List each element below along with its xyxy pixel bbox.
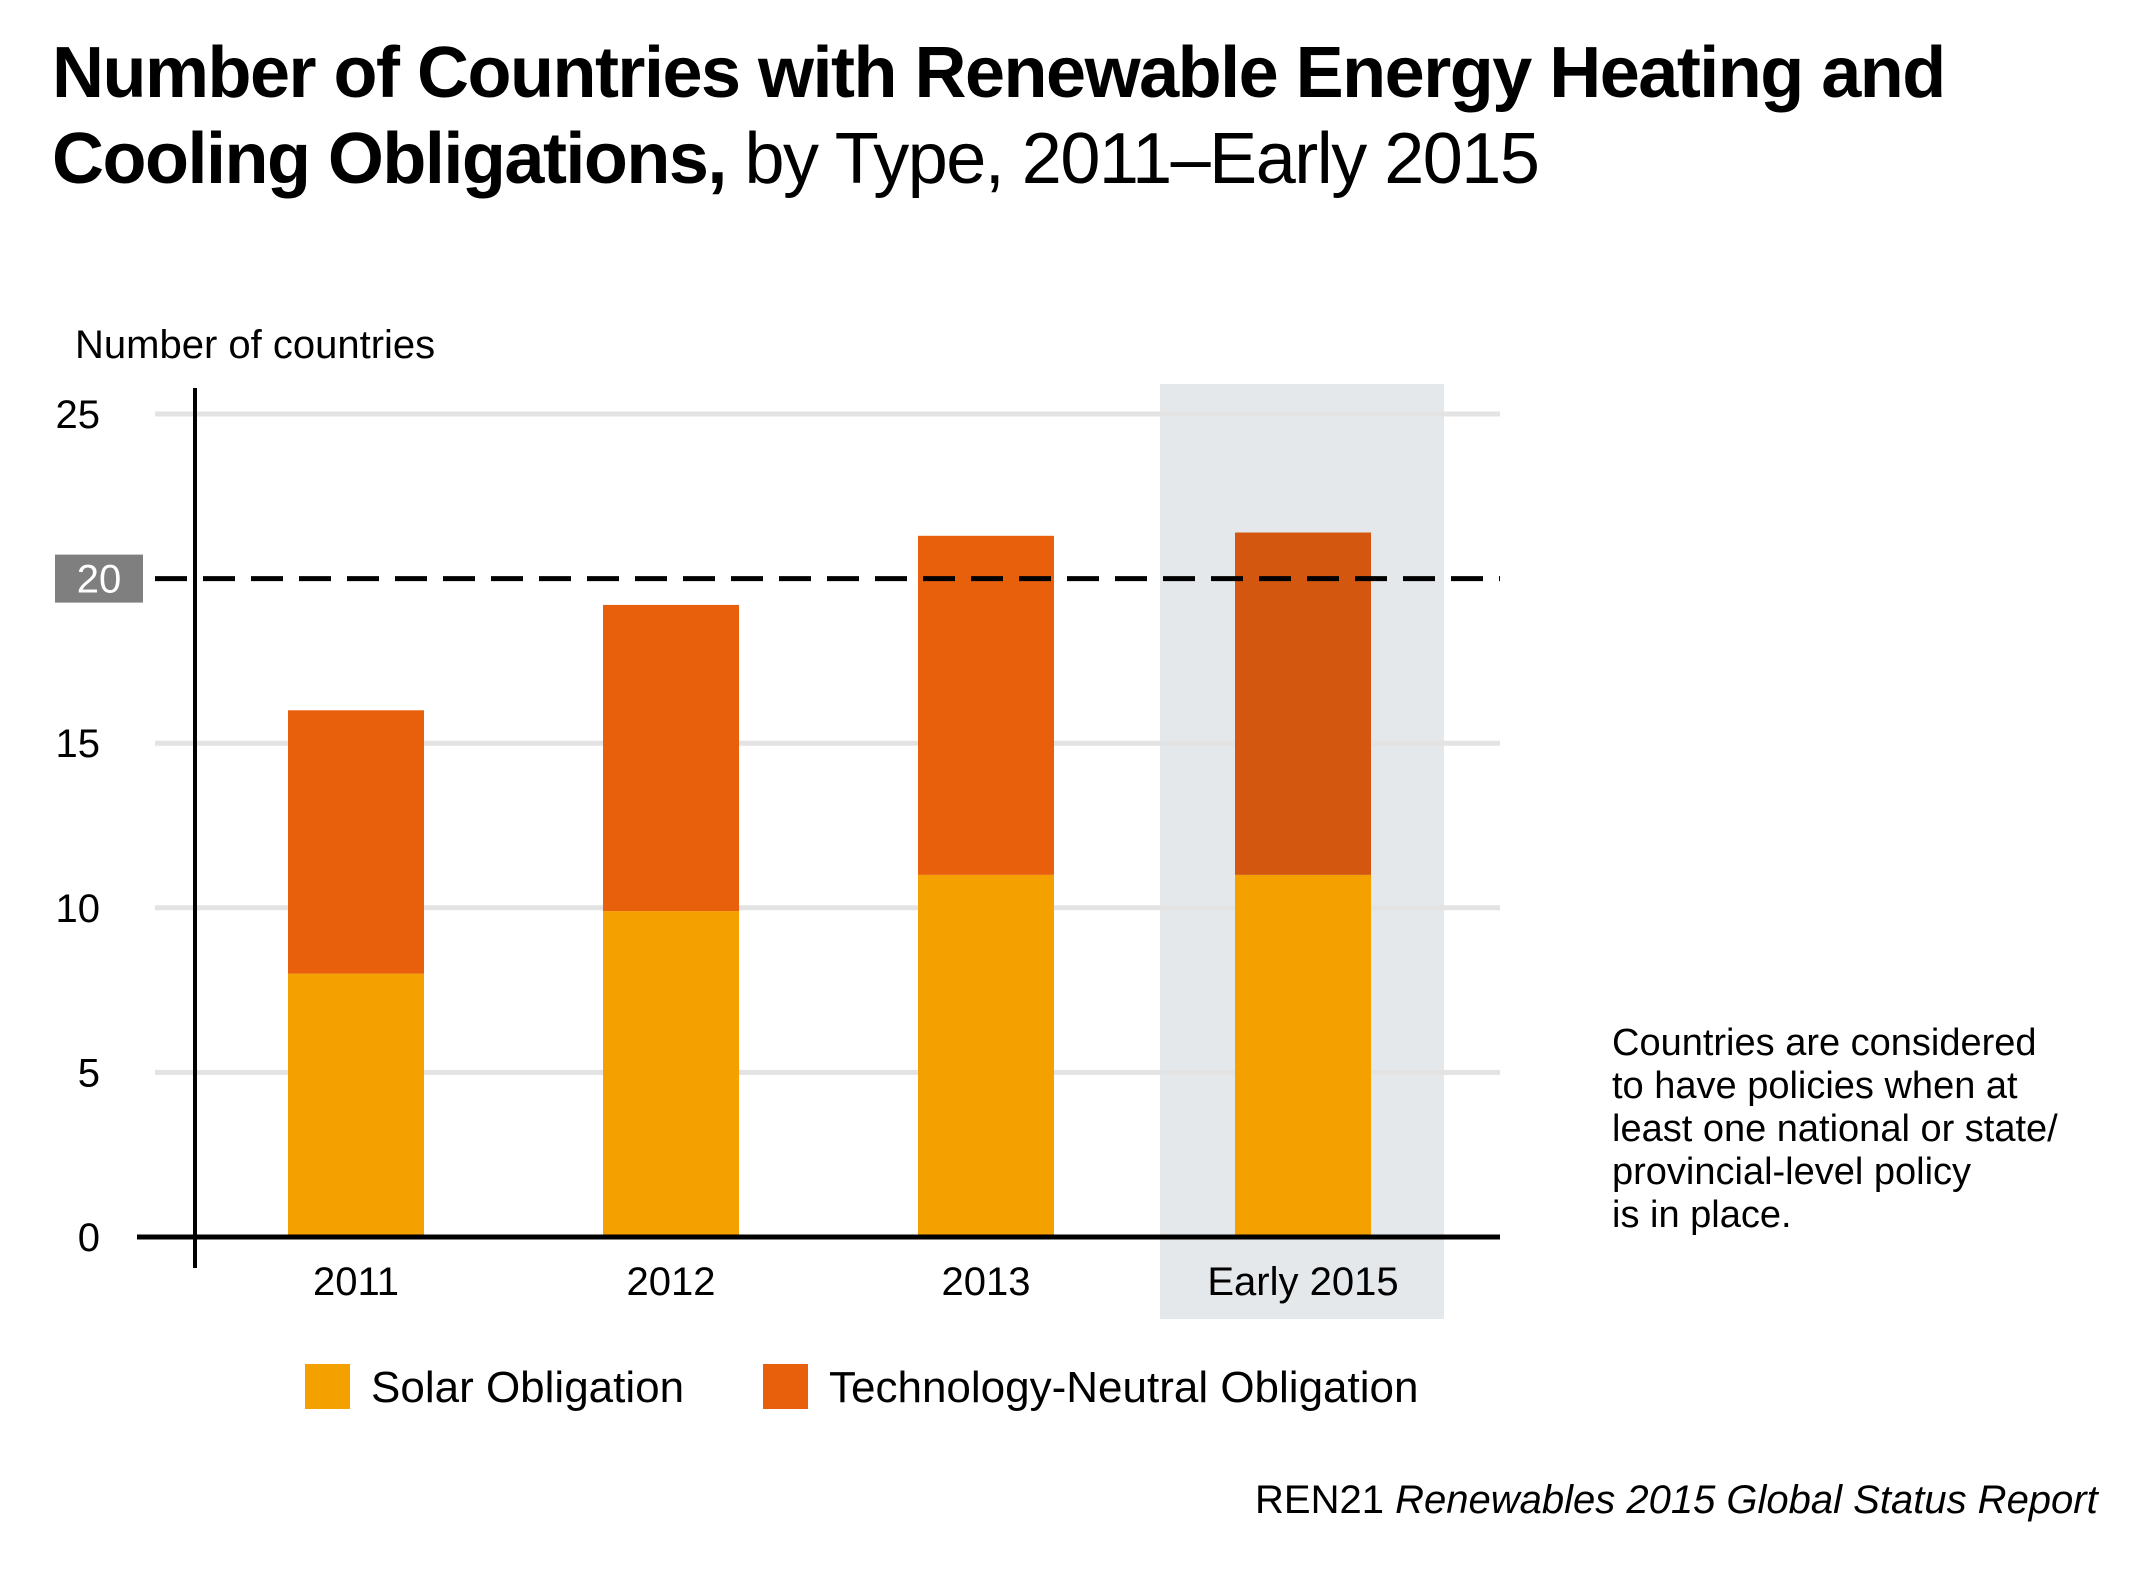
chart-note: Countries are considered to have policie…	[1612, 1022, 2112, 1237]
bar-solar-obligation	[918, 874, 1054, 1237]
bar-solar-obligation	[1235, 874, 1371, 1237]
note-line: is in place.	[1612, 1194, 1792, 1236]
source-report: Renewables 2015 Global Status Report	[1395, 1478, 2098, 1522]
x-tick-label: 2012	[627, 1260, 716, 1304]
chart-title-subtitle: by Type, 2011–Early 2015	[744, 119, 1539, 199]
chart-title: Number of Countries with Renewable Energ…	[52, 30, 1952, 202]
bar-technology-neutral-obligation	[603, 604, 739, 912]
y-tick-label: 15	[56, 722, 101, 766]
note-line: least one national or state/	[1612, 1108, 2058, 1150]
bar-technology-neutral-obligation	[1235, 532, 1371, 875]
bar-solar-obligation	[288, 973, 424, 1237]
legend-label: Solar Obligation	[371, 1363, 684, 1412]
note-line: to have policies when at	[1612, 1065, 2018, 1107]
y-tick-label: 10	[56, 887, 101, 931]
x-tick-label: 2011	[313, 1260, 399, 1304]
x-tick-label: 2013	[942, 1260, 1031, 1304]
source-credit: REN21 Renewables 2015 Global Status Repo…	[1255, 1478, 2098, 1523]
y-axis-label: Number of countries	[75, 323, 435, 367]
y-tick-label: 25	[56, 393, 101, 437]
legend-label: Technology-Neutral Obligation	[829, 1363, 1418, 1412]
reference-label-background	[55, 554, 143, 603]
y-tick-label: 0	[78, 1216, 100, 1260]
y-tick-label: 5	[78, 1051, 100, 1095]
x-tick-label: Early 2015	[1207, 1260, 1398, 1304]
bar-technology-neutral-obligation	[918, 535, 1054, 875]
legend-swatch	[305, 1364, 350, 1409]
note-line: Countries are considered	[1612, 1022, 2037, 1064]
chart-title-bold: Number of Countries with Renewable Energ…	[52, 33, 1946, 199]
reference-label: 20	[77, 558, 122, 602]
bar-technology-neutral-obligation	[288, 710, 424, 974]
bar-solar-obligation	[603, 911, 739, 1237]
source-org: REN21	[1255, 1478, 1384, 1522]
note-line: provincial-level policy	[1612, 1151, 1972, 1193]
legend-swatch	[763, 1364, 808, 1409]
